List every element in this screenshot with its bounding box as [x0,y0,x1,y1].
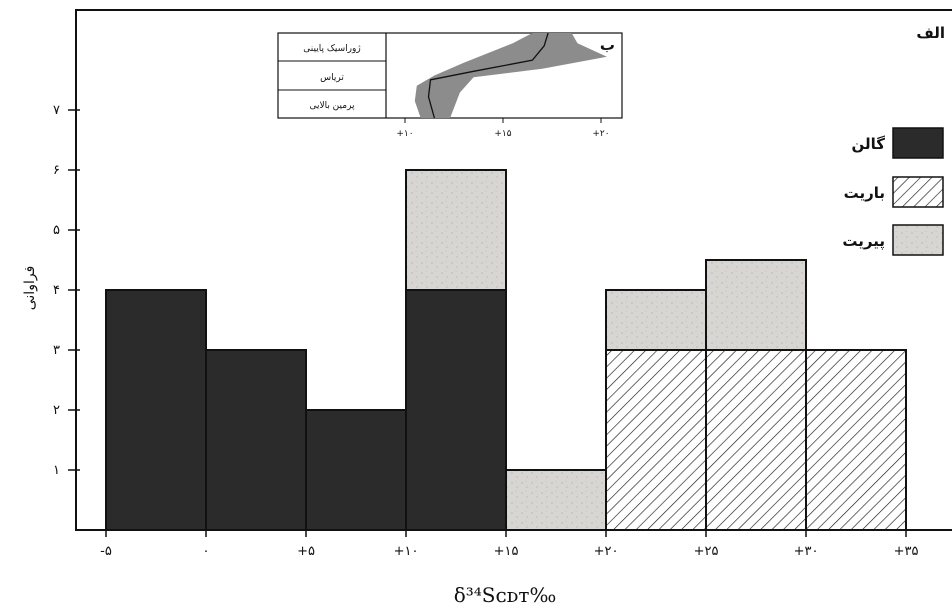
bar-pyrite [405,169,507,291]
x-tick-label: +۱۵ [494,544,519,559]
bar-galena [405,289,507,531]
bar-galena [105,289,207,531]
x-tick-label: +۲۵ [694,544,719,559]
panel-label-inset: ب [600,36,615,54]
y-tick-label: ۶ [53,163,60,178]
y-tick-label: ۷ [53,103,60,118]
bar-pyrite [605,289,707,351]
x-tick-label: +۵ [297,544,315,559]
bar-barite [705,349,807,531]
inset-mean-line [427,32,549,119]
inset-isotope-band [414,33,607,118]
x-tick-label: -۵ [100,544,112,559]
inset-row-label: ژوراسیک پایینی [303,44,360,54]
y-tick-label: ۱ [53,463,60,478]
x-tick-label: +۳۵ [894,544,919,559]
bar-pyrite [505,469,607,531]
inset-x-tick-label: +۱۰ [396,129,413,139]
x-tick-label: +۲۰ [594,544,619,559]
bar-pyrite [705,259,807,351]
legend-label-barite: باریت [844,184,885,202]
bar-barite [805,349,907,531]
y-tick-label: ۳ [53,343,60,358]
y-tick-label: ۲ [53,403,60,418]
bar-galena [205,349,307,531]
bar-galena [305,409,407,531]
y-axis-title: فراوانی [22,266,38,311]
x-tick-label: ۰ [203,544,210,559]
legend-swatch-barite [892,176,944,208]
inset-row-label: تریاس [320,73,344,83]
inset-x-tick-label: +۱۵ [494,129,511,139]
inset-row-label: پرمین بالایی [309,101,355,111]
inset-chart: ژوراسیک پایینی تریاس پرمین بالایی ب +۱۰ +… [277,32,623,139]
y-tick-label: ۴ [53,283,60,298]
legend-swatch-pyrite [892,224,944,256]
bar-barite [605,349,707,531]
legend-label-galena: گالن [852,135,886,153]
y-tick-label: ۵ [53,223,60,238]
legend: گالن باریت پیریت [842,127,944,256]
legend-label-pyrite: پیریت [842,232,885,251]
x-tick-label: +۳۰ [794,544,819,559]
panel-label-main: الف [916,24,945,42]
x-tick-label: +۱۰ [394,544,419,559]
x-axis-title: δ³⁴Sᴄᴅᴛ‰ [454,583,557,607]
legend-swatch-galena [892,127,944,159]
inset-x-tick-label: +۲۰ [592,129,609,139]
